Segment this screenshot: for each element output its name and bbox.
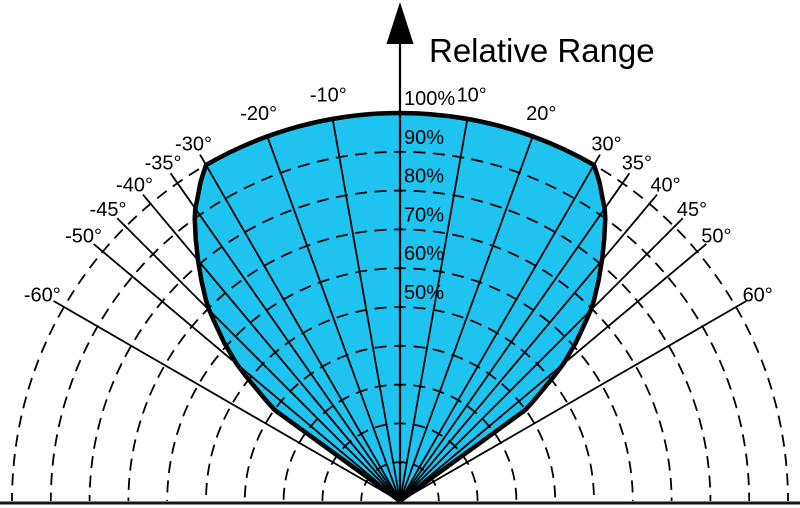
angle-label-20: 20° — [526, 103, 556, 125]
grid-ring-100 — [11, 165, 789, 502]
angle-label--60: -60° — [24, 285, 61, 307]
percent-label-70: 70% — [404, 204, 444, 226]
angle-label--10: -10° — [310, 84, 347, 106]
grid-ray--45 — [116, 217, 401, 502]
grid-ray--50 — [93, 243, 401, 502]
angle-label--20: -20° — [240, 103, 277, 125]
grid-ring-10 — [360, 461, 440, 502]
angle-label-60: 60° — [743, 285, 773, 307]
grid-ray-35 — [399, 172, 631, 502]
grid-ray--60 — [53, 300, 401, 502]
grid-ray--40 — [142, 194, 401, 502]
angle-label--35: -35° — [145, 153, 182, 175]
grid-ray--30 — [199, 154, 401, 502]
grid-ring-60 — [166, 267, 634, 502]
grid-ray-20 — [399, 137, 533, 502]
angle-label-30: 30° — [591, 133, 621, 155]
angle-label-50: 50° — [701, 226, 731, 248]
grid-ray-30 — [399, 154, 601, 502]
percent-label-90: 90% — [404, 127, 444, 149]
angle-label-35: 35° — [622, 153, 652, 175]
percent-label-60: 60% — [404, 243, 444, 265]
percent-label-100: 100% — [404, 88, 455, 110]
angle-label-10: 10° — [457, 84, 487, 106]
angle-label--30: -30° — [175, 133, 212, 155]
axis-arrowhead-icon — [386, 2, 414, 44]
angle-label--40: -40° — [116, 175, 153, 197]
grid-ray-40 — [399, 194, 658, 502]
chart-title: Relative Range — [429, 32, 655, 69]
angle-label--45: -45° — [90, 199, 127, 221]
angle-label-45: 45° — [677, 199, 707, 221]
percent-label-80: 80% — [404, 166, 444, 188]
grid-ring-30 — [282, 383, 518, 502]
grid-ray-10 — [399, 120, 468, 502]
label-layer: -60° -50° -45°-40°-35°-30° -20° -10° 10° 20° 30… — [24, 84, 773, 306]
percent-label-50: 50% — [404, 282, 444, 304]
grid-ray--35 — [169, 172, 401, 502]
grid-ray-50 — [399, 243, 707, 502]
angle-label--50: -50° — [65, 226, 102, 248]
angle-label-40: 40° — [650, 175, 680, 197]
grid-ray--10 — [332, 120, 401, 502]
grid-ray--20 — [267, 137, 401, 502]
grid-ray-60 — [399, 300, 747, 502]
grid-layer — [11, 120, 789, 502]
grid-ray-45 — [399, 217, 684, 502]
